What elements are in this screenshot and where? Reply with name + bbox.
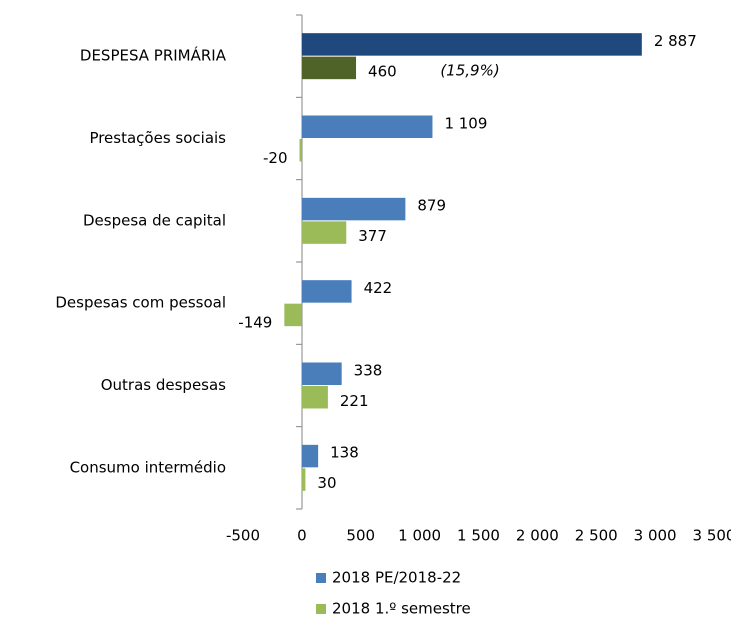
category-label: Despesa de capital — [83, 211, 226, 229]
legend-swatch — [316, 604, 326, 614]
x-tick-label: 1 500 — [457, 527, 500, 545]
category-label: Outras despesas — [101, 376, 226, 394]
data-label: 338 — [354, 361, 383, 379]
bar — [301, 280, 352, 303]
data-label: 422 — [364, 279, 393, 297]
data-label: 221 — [340, 392, 369, 410]
bar — [299, 139, 302, 162]
data-label: 377 — [358, 227, 387, 245]
bar — [301, 221, 347, 244]
x-tick-label: 3 500 — [693, 527, 731, 545]
x-tick-label: -500 — [226, 527, 260, 545]
annotation: (15,9%) — [440, 62, 499, 80]
x-tick-label: 0 — [297, 527, 307, 545]
bar — [301, 115, 433, 138]
category-label: Despesas com pessoal — [55, 294, 226, 312]
legend-label: 2018 PE/2018-22 — [332, 569, 461, 587]
data-label: 879 — [417, 197, 446, 215]
x-tick-label: 3 000 — [634, 527, 677, 545]
bar — [301, 56, 357, 80]
x-tick-label: 500 — [346, 527, 375, 545]
data-label: 2 887 — [654, 32, 697, 50]
bar — [301, 33, 642, 56]
bar — [301, 197, 406, 221]
bar — [301, 468, 306, 491]
legend-swatch — [316, 573, 326, 583]
category-label: DESPESA PRIMÁRIA — [80, 46, 227, 65]
legend-label: 2018 1.º semestre — [332, 600, 471, 618]
x-tick-label: 2 000 — [516, 527, 559, 545]
bar — [301, 444, 319, 468]
data-label: 460 — [368, 62, 397, 80]
category-label: Consumo intermédio — [70, 458, 226, 476]
bar — [284, 303, 302, 327]
x-tick-label: 2 500 — [575, 527, 618, 545]
data-label: 30 — [317, 474, 336, 492]
bar — [301, 386, 328, 409]
data-label: 138 — [330, 444, 359, 462]
data-label: -20 — [263, 149, 288, 167]
bar — [301, 362, 342, 385]
data-label: -149 — [238, 313, 272, 331]
x-tick-label: 1 000 — [398, 527, 441, 545]
data-label: 1 109 — [444, 114, 487, 132]
category-label: Prestações sociais — [89, 129, 226, 147]
